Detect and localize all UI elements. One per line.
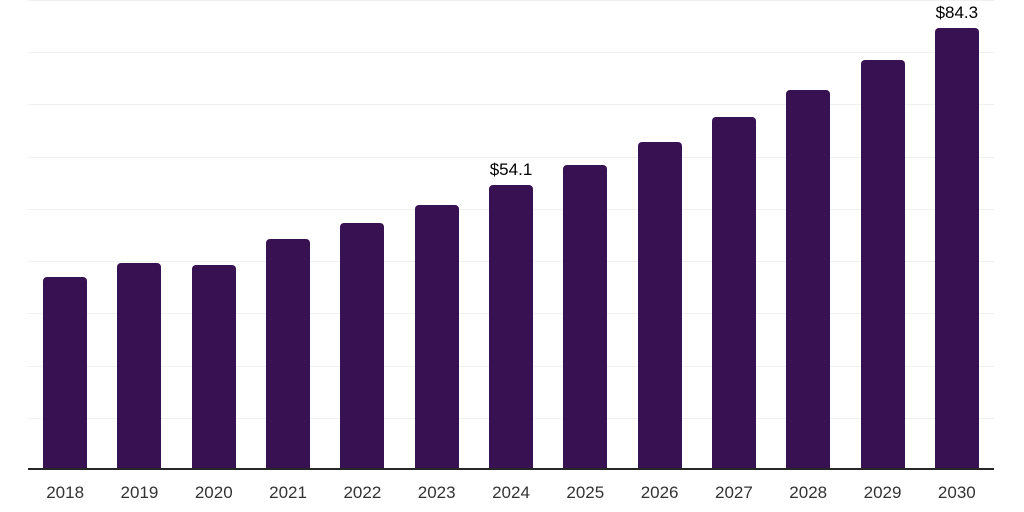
- bar-2028: [786, 89, 831, 468]
- x-tick-label-2024: 2024: [492, 483, 530, 502]
- x-tick-label-2029: 2029: [863, 483, 902, 502]
- x-tick-label-2019: 2019: [120, 483, 159, 502]
- bar-value-label-2024: $54.1: [489, 160, 533, 180]
- x-tick-label-2025: 2025: [566, 483, 605, 502]
- gridline: [28, 52, 994, 54]
- x-tick-label-2030: 2030: [937, 483, 976, 502]
- plot-area: $54.1 $84.3: [28, 0, 994, 470]
- x-axis-labels: 2018 2019 2020 2021 2022 2023 2024 2025 2026 2027…: [28, 484, 994, 506]
- bar-2025: [563, 164, 608, 468]
- x-tick-label-2027: 2027: [715, 483, 753, 502]
- bar-2027: [711, 117, 756, 468]
- bar-2020: [191, 265, 236, 468]
- bar-2022: [340, 222, 385, 468]
- gridline: [28, 104, 994, 106]
- x-tick-label-2028: 2028: [789, 483, 828, 502]
- x-tick-label-2023: 2023: [417, 483, 456, 502]
- x-tick-label-2026: 2026: [640, 483, 679, 502]
- bar-2019: [117, 262, 162, 468]
- x-tick-label-2022: 2022: [343, 483, 382, 502]
- x-axis-line: [28, 468, 994, 470]
- bar-value-label-2030: $84.3: [935, 2, 979, 22]
- x-tick-label-2018: 2018: [46, 483, 85, 502]
- bar-2021: [266, 238, 311, 468]
- bar-2026: [637, 141, 682, 468]
- x-tick-label-2021: 2021: [269, 483, 307, 502]
- gridline: [28, 156, 994, 158]
- bar-2023: [414, 205, 459, 468]
- bar-2018: [43, 276, 88, 468]
- x-tick-label-2020: 2020: [194, 483, 233, 502]
- bar-2030: [934, 27, 979, 468]
- bar-2029: [860, 60, 905, 468]
- gridline: [28, 0, 994, 1]
- bar-2024: [489, 185, 533, 468]
